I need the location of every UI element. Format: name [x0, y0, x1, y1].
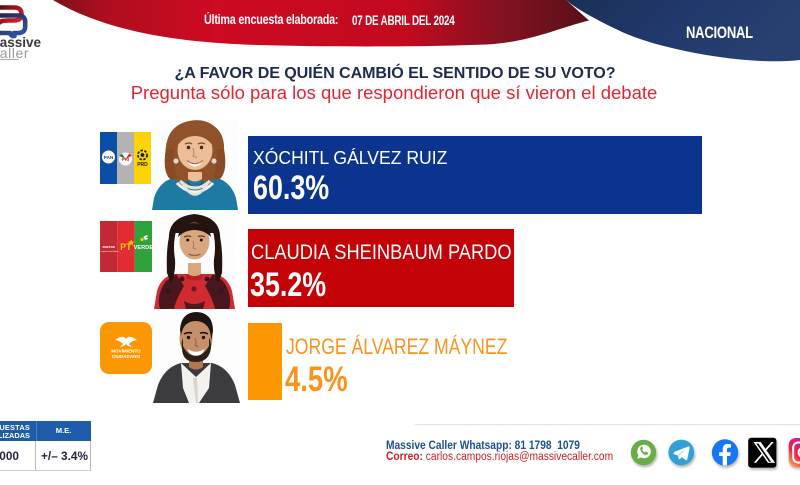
svg-text:PRD: PRD — [137, 162, 148, 168]
svg-text:PT: PT — [120, 242, 132, 252]
svg-text:La esperanza de México: La esperanza de México — [100, 251, 118, 253]
svg-text:PAN: PAN — [104, 155, 114, 161]
svg-text:MOVIMIENTO: MOVIMIENTO — [111, 349, 141, 354]
svg-text:morena: morena — [102, 245, 114, 249]
svg-text:CIUDADANO: CIUDADANO — [112, 354, 140, 359]
svg-text:PRI: PRI — [122, 157, 130, 162]
svg-text:VERDE: VERDE — [134, 245, 152, 251]
